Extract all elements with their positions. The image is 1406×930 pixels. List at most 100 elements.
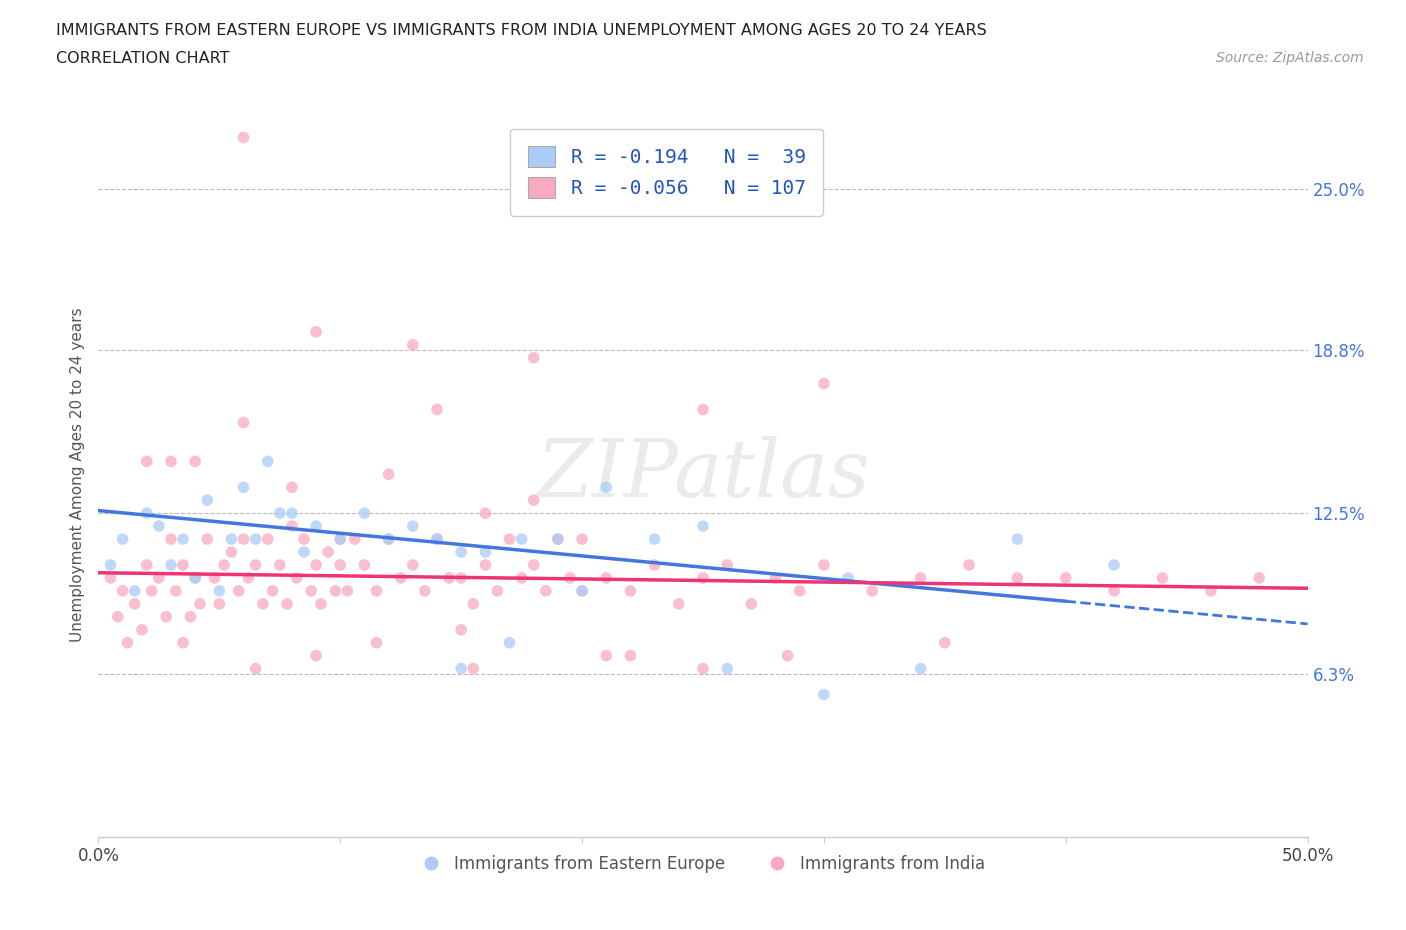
Point xyxy=(329,558,352,573)
Point xyxy=(813,687,835,702)
Point xyxy=(117,635,139,650)
Point xyxy=(1054,570,1077,585)
Point xyxy=(155,609,177,624)
Point xyxy=(172,532,194,547)
Point xyxy=(179,609,201,624)
Point xyxy=(292,532,315,547)
Point xyxy=(619,583,641,598)
Point xyxy=(135,506,157,521)
Point xyxy=(1102,583,1125,598)
Point xyxy=(510,532,533,547)
Point xyxy=(910,570,932,585)
Point xyxy=(1152,570,1174,585)
Point xyxy=(232,415,254,430)
Point xyxy=(204,570,226,585)
Point xyxy=(789,583,811,598)
Point xyxy=(269,558,291,573)
Point xyxy=(107,609,129,624)
Point xyxy=(474,558,496,573)
Point xyxy=(366,583,388,598)
Point xyxy=(316,545,339,560)
Point xyxy=(595,480,617,495)
Point xyxy=(1199,583,1222,598)
Point xyxy=(276,596,298,611)
Point xyxy=(571,532,593,547)
Point xyxy=(463,661,485,676)
Point xyxy=(402,558,425,573)
Point xyxy=(837,570,859,585)
Point xyxy=(813,377,835,392)
Point xyxy=(252,596,274,611)
Point xyxy=(402,519,425,534)
Point xyxy=(776,648,799,663)
Point xyxy=(1007,570,1029,585)
Point xyxy=(245,558,267,573)
Point xyxy=(256,454,278,469)
Point xyxy=(111,532,134,547)
Point xyxy=(100,570,122,585)
Point xyxy=(305,325,328,339)
Point xyxy=(172,635,194,650)
Text: CORRELATION CHART: CORRELATION CHART xyxy=(56,51,229,66)
Point xyxy=(474,545,496,560)
Point xyxy=(305,519,328,534)
Point xyxy=(716,661,738,676)
Y-axis label: Unemployment Among Ages 20 to 24 years: Unemployment Among Ages 20 to 24 years xyxy=(69,307,84,642)
Point xyxy=(510,570,533,585)
Point xyxy=(184,570,207,585)
Point xyxy=(221,545,243,560)
Point xyxy=(486,583,509,598)
Point xyxy=(160,558,183,573)
Point xyxy=(232,130,254,145)
Point xyxy=(450,545,472,560)
Point xyxy=(195,493,218,508)
Point xyxy=(450,570,472,585)
Point xyxy=(765,570,787,585)
Point xyxy=(523,558,546,573)
Point xyxy=(377,467,399,482)
Point xyxy=(299,583,322,598)
Point xyxy=(644,532,666,547)
Point xyxy=(165,583,187,598)
Point xyxy=(523,351,546,365)
Point xyxy=(644,558,666,573)
Point xyxy=(135,454,157,469)
Point xyxy=(692,661,714,676)
Text: IMMIGRANTS FROM EASTERN EUROPE VS IMMIGRANTS FROM INDIA UNEMPLOYMENT AMONG AGES : IMMIGRANTS FROM EASTERN EUROPE VS IMMIGR… xyxy=(56,23,987,38)
Point xyxy=(450,622,472,637)
Point xyxy=(285,570,308,585)
Point xyxy=(1102,558,1125,573)
Point xyxy=(558,570,581,585)
Point xyxy=(172,558,194,573)
Point xyxy=(221,532,243,547)
Point xyxy=(292,545,315,560)
Text: ZIPatlas: ZIPatlas xyxy=(536,435,870,513)
Point xyxy=(131,622,153,637)
Point xyxy=(232,480,254,495)
Point xyxy=(377,532,399,547)
Point xyxy=(523,493,546,508)
Point xyxy=(366,635,388,650)
Point xyxy=(437,570,460,585)
Point xyxy=(426,532,449,547)
Point xyxy=(547,532,569,547)
Point xyxy=(353,558,375,573)
Point xyxy=(692,402,714,417)
Point xyxy=(232,532,254,547)
Point xyxy=(281,480,304,495)
Point xyxy=(1249,570,1271,585)
Point xyxy=(813,558,835,573)
Point xyxy=(450,661,472,676)
Legend: Immigrants from Eastern Europe, Immigrants from India: Immigrants from Eastern Europe, Immigran… xyxy=(413,848,993,880)
Point xyxy=(100,558,122,573)
Point xyxy=(309,596,332,611)
Point xyxy=(474,506,496,521)
Point xyxy=(389,570,412,585)
Point xyxy=(595,648,617,663)
Point xyxy=(212,558,235,573)
Point xyxy=(305,648,328,663)
Point xyxy=(595,570,617,585)
Point xyxy=(135,558,157,573)
Point xyxy=(860,583,883,598)
Point xyxy=(716,558,738,573)
